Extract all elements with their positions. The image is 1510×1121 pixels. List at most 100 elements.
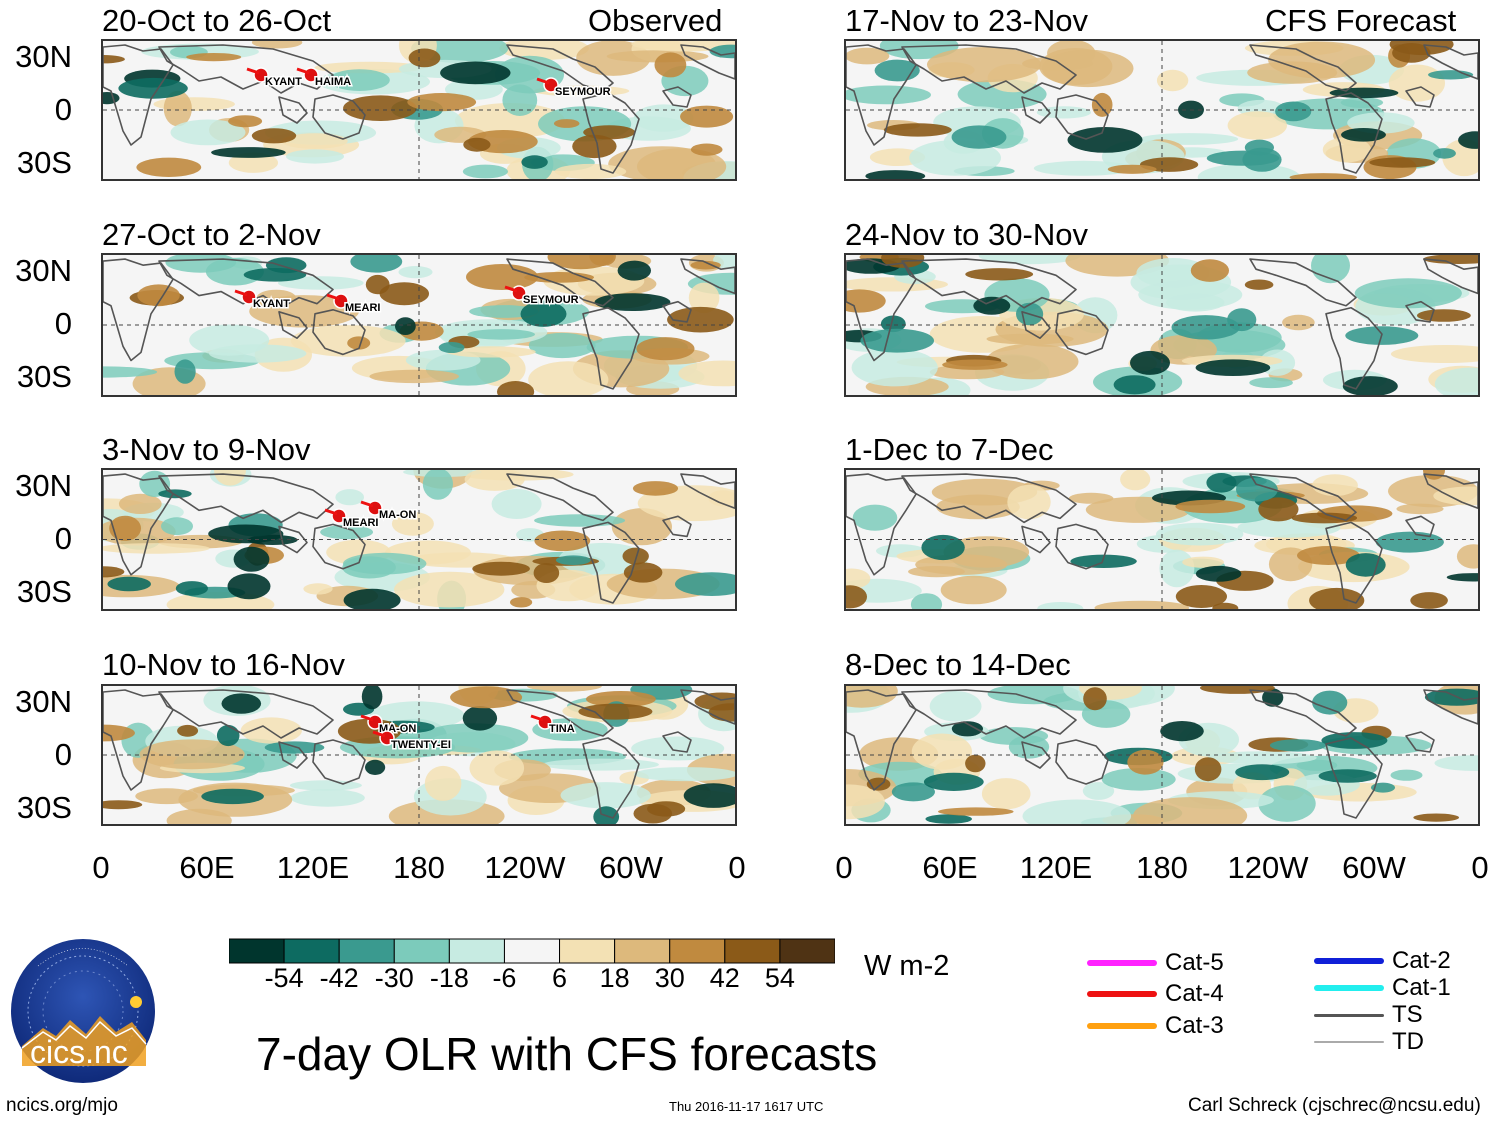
olr-anomaly-blob [343,588,401,609]
olr-anomaly-blob [981,778,1031,810]
coastline [901,258,1077,309]
olr-anomaly-blob [1458,131,1478,149]
legend-swatch-cat-2 [1314,958,1384,964]
y-tick-label: 30N [15,683,72,719]
colorbar-tick-label: 18 [599,963,630,993]
colorbar-tick-label: -42 [319,963,359,993]
coastline [1055,523,1109,570]
olr-anomaly-blob [290,789,365,807]
olr-anomaly-blob [139,470,171,497]
coastline [846,44,917,146]
coastline [1249,258,1357,307]
colorbar-tick-label: 30 [654,963,685,993]
olr-anomaly-blob [1227,111,1287,140]
olr-anomaly-blob [880,315,906,333]
coastline [312,94,366,140]
coastline [1325,521,1383,604]
olr-anomaly-blob [942,359,1008,370]
storm-label: HAIMA [315,76,351,88]
olr-anomaly-blob [1390,769,1423,781]
colorbar-tick-label: -30 [374,963,414,993]
olr-anomaly-blob [921,534,965,561]
panel-title: 17-Nov to 23-Nov [845,3,1088,38]
coastline [1405,86,1435,108]
olr-anomaly-blob [1424,688,1478,706]
olr-anomaly-blob [1171,315,1240,340]
colorbar-swatch [779,938,835,964]
storm-track [360,500,374,508]
legend-label: Cat-5 [1165,949,1224,976]
olr-anomaly-blob [846,585,867,609]
storm-track [504,285,518,293]
author-credit: Carl Schreck (cjschrec@ncsu.edu) [1188,1095,1481,1116]
olr-anomaly-blob [118,77,188,99]
coastline [278,525,308,554]
olr-anomaly-blob [694,692,735,711]
olr-anomaly-blob [1127,749,1164,775]
coastline [662,731,692,753]
olr-anomaly-blob [1244,139,1274,156]
olr-anomaly-blob [1235,764,1290,781]
olr-anomaly-blob [891,782,935,802]
olr-anomaly-blob [1236,477,1278,502]
olr-anomaly-blob [1037,602,1084,609]
y-tick-label: 30N [15,38,72,74]
olr-anomaly-blob [910,593,943,609]
coastline [103,689,174,791]
olr-anomaly-blob [1136,258,1210,288]
coastline [846,258,917,362]
storm-track [372,730,386,738]
x-tick-label: 0 [1471,850,1489,885]
cics-logo-graphic [11,939,155,1083]
coastline [1249,473,1357,522]
olr-anomaly-blob [1249,377,1293,389]
olr-anomaly-blob [1417,309,1471,322]
olr-anomaly-blob [915,554,1008,575]
olr-anomaly-blob [1067,127,1143,153]
olr-anomaly-blob [1130,350,1170,375]
olr-anomaly-blob [365,759,386,775]
website-link[interactable]: ncics.org/mjo [6,1095,118,1116]
olr-anomaly-blob [617,260,651,281]
olr-anomaly-blob [683,783,735,808]
legend-label: Cat-3 [1165,1012,1224,1039]
coastline [662,515,692,538]
olr-anomaly-blob [103,800,143,810]
olr-anomaly-blob [343,552,427,575]
olr-anomaly-blob [965,268,1034,281]
olr-anomaly-blob [1206,473,1237,493]
units-label: W m-2 [864,950,950,982]
coastline [582,92,640,174]
olr-anomaly-blob [846,784,885,820]
olr-anomaly-blob [633,104,694,132]
olr-anomaly-blob [1456,544,1478,569]
colorbar-tick-label: 6 [552,963,568,993]
olr-anomaly-blob [365,274,390,295]
coastline [1249,44,1357,92]
olr-map-panel [844,253,1480,397]
olr-anomaly-blob [1258,785,1316,822]
legend-label: TS [1392,1001,1423,1028]
olr-anomaly-blob [469,750,525,786]
olr-anomaly-blob [394,571,505,608]
panel-title: 1-Dec to 7-Dec [845,432,1054,467]
coastline [158,44,334,94]
storm-track [536,77,550,85]
olr-anomaly-blob [690,260,721,270]
legend-label: Cat-4 [1165,980,1224,1007]
coastline [662,300,692,323]
olr-map-panel: MA-ON TWENTY-EI TINA [101,684,737,826]
legend-swatch-cat-3 [1087,1023,1157,1029]
olr-anomaly-blob [578,703,653,720]
olr-anomaly-blob [938,807,1014,816]
colorbar-tick-label: 54 [764,963,795,993]
storm-track [296,67,310,75]
olr-anomaly-blob [860,328,934,353]
olr-anomaly-blob [542,758,659,771]
olr-anomaly-blob [1322,137,1371,163]
olr-anomaly-blob [852,504,898,531]
olr-anomaly-blob [1312,690,1348,715]
olr-anomaly-blob [951,721,983,737]
olr-anomaly-blob [1433,486,1478,506]
